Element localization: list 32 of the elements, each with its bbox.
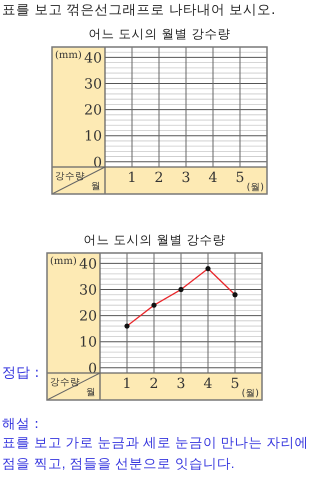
x-tick-label: 4 xyxy=(204,376,213,392)
y-tick-label: 10 xyxy=(84,128,102,145)
x-tick-label: 5 xyxy=(236,170,244,186)
x-axis-title: (월) xyxy=(242,388,259,399)
y-tick-label: 10 xyxy=(79,334,97,351)
y-axis-title: (mm) xyxy=(55,50,82,61)
x-tick-label: 3 xyxy=(182,170,190,186)
x-tick-label: 5 xyxy=(230,376,240,392)
x-axis-title: (월) xyxy=(246,182,264,193)
text: 표를 보고 가로 눈금과 세로 눈금이 만나는 자리에 점을 찍고, 점들을 선분으로 잇습니다. xyxy=(2,434,310,473)
y-tick-label: 30 xyxy=(84,76,102,93)
x-tick-label: 3 xyxy=(176,376,186,392)
x-tick-label: 2 xyxy=(154,170,164,186)
text: 표를 보고 꺾은선그래프로 나타내어 보시오. xyxy=(2,2,276,18)
chart-title: 어느 도시의 월별 강수량 xyxy=(84,232,226,247)
text: 정답 : xyxy=(2,365,40,381)
x-tick-label: 1 xyxy=(128,170,136,186)
y-tick-label: 40 xyxy=(84,50,102,66)
x-tick-label: 4 xyxy=(208,170,218,186)
text: 강수량 xyxy=(50,377,80,388)
y-tick-label: 40 xyxy=(79,256,97,272)
text: 해설 : xyxy=(2,416,39,432)
y-axis-title: (mm) xyxy=(50,256,77,267)
chart-title: 어느 도시의 월별 강수량 xyxy=(88,26,230,41)
x-tick-label: 2 xyxy=(150,376,158,392)
text: 월 xyxy=(91,181,101,192)
y-tick-label: 20 xyxy=(79,308,97,325)
text: 월 xyxy=(86,387,96,398)
x-tick-label: 1 xyxy=(122,376,132,392)
y-tick-label: 30 xyxy=(79,282,97,299)
y-tick-label: 20 xyxy=(84,102,102,119)
text: 강수량 xyxy=(55,171,85,182)
